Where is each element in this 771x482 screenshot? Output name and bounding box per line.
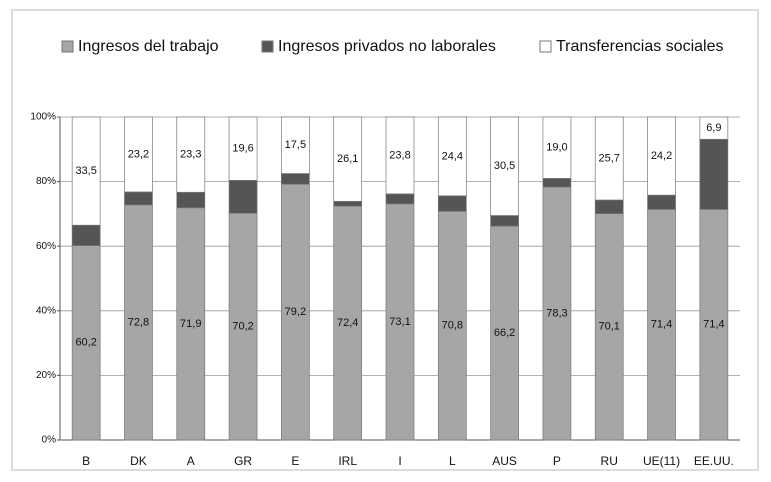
- data-label: 25,7: [599, 152, 620, 164]
- y-tick-label: 100%: [30, 112, 56, 123]
- bar-segment: [699, 209, 729, 441]
- bar-segment: [176, 116, 206, 193]
- bar-segment: [437, 116, 467, 197]
- bar-segment: [542, 178, 572, 188]
- data-label: 19,0: [546, 142, 567, 154]
- x-tick-label: DK: [130, 454, 147, 468]
- x-tick-label: IRL: [338, 454, 357, 468]
- bar-segment: [699, 138, 729, 210]
- bar-segment: [437, 210, 467, 441]
- y-tick-label: 80%: [36, 176, 56, 187]
- y-tick-label: 40%: [36, 305, 56, 316]
- data-label: 30,5: [494, 160, 515, 172]
- bar-segment: [542, 186, 572, 441]
- bar-segment: [228, 179, 258, 214]
- bar-segment: [71, 224, 101, 246]
- x-tick-label: AUS: [492, 454, 517, 468]
- data-label: 73,1: [389, 316, 410, 328]
- bar-segment: [71, 245, 101, 441]
- bar-segment: [385, 116, 415, 195]
- bar-segment: [71, 116, 101, 226]
- bar-segment: [490, 116, 519, 216]
- bar-segment: [699, 116, 729, 140]
- x-tick-label: RU: [601, 454, 618, 468]
- bar-segment: [124, 116, 153, 193]
- bar-segment: [124, 204, 153, 441]
- legend-label: Transferencias sociales: [556, 38, 723, 55]
- x-tick-label: L: [449, 454, 456, 468]
- y-tick-label: 60%: [36, 241, 56, 252]
- data-label: 66,2: [494, 327, 515, 339]
- bar-segment: [542, 116, 572, 179]
- x-tick-label: GR: [234, 454, 252, 468]
- bar-segment: [228, 116, 258, 181]
- bar-segment: [228, 212, 258, 441]
- data-label: 23,8: [389, 149, 410, 161]
- y-tick-label: 20%: [36, 370, 56, 381]
- data-label: 79,2: [285, 306, 306, 318]
- data-label: 70,8: [442, 320, 463, 332]
- legend-swatch: [61, 40, 74, 53]
- legend-swatch: [261, 40, 274, 53]
- bar-segment: [333, 205, 363, 441]
- bar-segment: [333, 200, 363, 207]
- bar-segment: [437, 195, 467, 212]
- bar-segment: [281, 116, 310, 174]
- bar-segment: [385, 203, 415, 441]
- x-tick-label: B: [82, 454, 90, 468]
- data-label: 23,3: [180, 149, 201, 161]
- data-label: 70,2: [232, 321, 253, 333]
- data-label: 70,1: [599, 321, 620, 333]
- legend-swatch: [539, 40, 552, 53]
- y-tick-label: 0%: [42, 435, 57, 446]
- data-label: 71,9: [180, 318, 201, 330]
- bar-segment: [647, 209, 676, 441]
- data-label: 19,6: [232, 143, 253, 155]
- data-label: 6,9: [706, 122, 721, 134]
- data-label: 26,1: [337, 153, 358, 165]
- bar-segment: [333, 116, 363, 202]
- bar-segment: [176, 191, 206, 209]
- data-label: 72,8: [128, 316, 149, 328]
- bar-segment: [124, 191, 153, 206]
- bar-segment: [176, 207, 206, 441]
- bar-segment: [647, 116, 676, 196]
- bar-segment: [281, 183, 310, 441]
- x-tick-label: EE.UU.: [694, 454, 734, 468]
- bar-segment: [385, 193, 415, 205]
- x-tick-label: UE(11): [643, 454, 680, 468]
- bar-segment: [490, 215, 519, 227]
- data-label: 17,5: [285, 139, 306, 151]
- data-label: 71,4: [703, 319, 724, 331]
- data-label: 72,4: [337, 317, 358, 329]
- frame: [11, 9, 759, 471]
- bar-segment: [490, 225, 519, 441]
- legend-label: Ingresos privados no laborales: [278, 38, 496, 55]
- data-label: 33,5: [75, 165, 96, 177]
- x-tick-label: P: [553, 454, 561, 468]
- x-tick-label: A: [187, 454, 195, 468]
- data-label: 24,4: [442, 150, 463, 162]
- data-label: 23,2: [128, 148, 149, 160]
- bar-segment: [647, 194, 676, 210]
- x-tick-label: I: [398, 454, 401, 468]
- bar-segment: [594, 199, 624, 214]
- x-tick-label: E: [291, 454, 299, 468]
- bar-segment: [594, 116, 624, 201]
- data-label: 24,2: [651, 150, 672, 162]
- bar-segment: [281, 173, 310, 185]
- data-label: 60,2: [75, 337, 96, 349]
- data-label: 71,4: [651, 319, 672, 331]
- data-label: 78,3: [546, 307, 567, 319]
- legend-label: Ingresos del trabajo: [78, 38, 219, 55]
